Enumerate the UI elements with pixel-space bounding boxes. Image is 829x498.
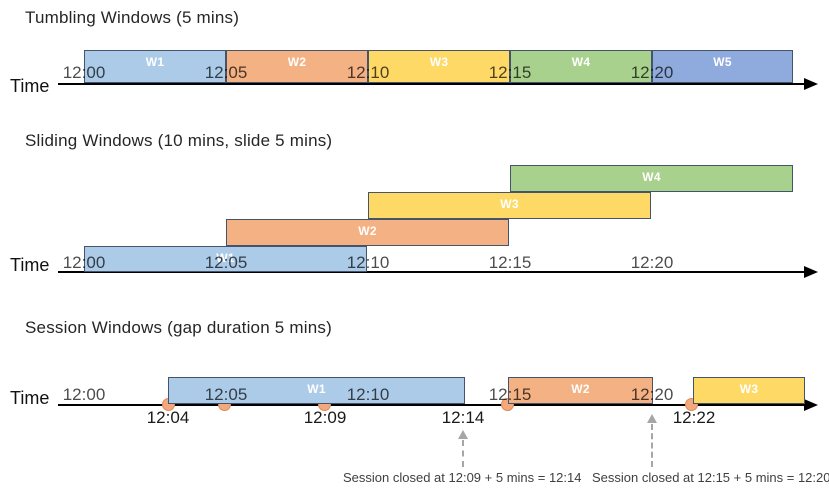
session-window-label-w2: W2 bbox=[571, 382, 590, 396]
session-session-close-note-2: Session closed at 12:15 + 5 mins = 12:20 bbox=[592, 470, 829, 485]
session-session-close-arrow-icon-2 bbox=[647, 414, 657, 423]
session-event-label-1209: 12:09 bbox=[303, 408, 347, 427]
tumbling-tick-1210: 12:10 bbox=[346, 63, 390, 82]
session-tick-1215: 12:15 bbox=[488, 385, 532, 404]
tumbling-window-label-w1: W1 bbox=[145, 55, 165, 69]
session-tick-1220: 12:20 bbox=[630, 385, 674, 404]
sliding-window-label-w2: W2 bbox=[358, 224, 377, 238]
tumbling-section-title: Tumbling Windows (5 mins) bbox=[25, 8, 240, 27]
session-window-w3: W3 bbox=[693, 377, 805, 404]
session-session-close-note-1: Session closed at 12:09 + 5 mins = 12:14 bbox=[343, 470, 582, 485]
tumbling-tick-1205: 12:05 bbox=[204, 63, 248, 82]
session-time-axis-line bbox=[58, 404, 808, 406]
session-window-label-w1: W1 bbox=[307, 382, 326, 396]
sliding-time-axis-line bbox=[58, 271, 808, 273]
session-section-title: Session Windows (gap duration 5 mins) bbox=[25, 318, 332, 337]
tumbling-time-axis-line bbox=[58, 83, 808, 85]
tumbling-window-w2: W2 bbox=[226, 50, 368, 83]
sliding-time-axis-arrowhead-icon bbox=[804, 266, 818, 278]
sliding-window-label-w4: W4 bbox=[642, 170, 661, 184]
session-session-close-arrow-icon-1 bbox=[458, 430, 468, 439]
session-tick-1200: 12:00 bbox=[62, 385, 106, 404]
sliding-tick-1220: 12:20 bbox=[630, 253, 674, 272]
tumbling-time-axis-label: Time bbox=[10, 76, 50, 96]
session-session-close-arrow-dash-1 bbox=[462, 440, 464, 467]
session-time-axis-arrowhead-icon bbox=[804, 399, 818, 411]
tumbling-tick-1220: 12:20 bbox=[630, 63, 674, 82]
tumbling-window-label-w3: W3 bbox=[429, 55, 449, 69]
tumbling-window-w5: W5 bbox=[652, 50, 793, 83]
session-window-label-w3: W3 bbox=[739, 382, 759, 396]
session-tick-1210: 12:10 bbox=[346, 385, 390, 404]
sliding-window-w4: W4 bbox=[510, 165, 793, 192]
tumbling-window-w4: W4 bbox=[510, 50, 652, 83]
session-window-w2: W2 bbox=[508, 377, 653, 404]
tumbling-tick-1215: 12:15 bbox=[488, 63, 532, 82]
sliding-tick-1210: 12:10 bbox=[346, 253, 390, 272]
sliding-window-label-w1: W1 bbox=[216, 251, 235, 265]
sliding-time-axis-label: Time bbox=[10, 255, 50, 275]
sliding-window-label-w3: W3 bbox=[500, 197, 519, 211]
tumbling-window-label-w2: W2 bbox=[287, 55, 307, 69]
session-time-axis-label: Time bbox=[10, 388, 50, 408]
sliding-section-title: Sliding Windows (10 mins, slide 5 mins) bbox=[25, 131, 333, 150]
session-session-close-arrow-dash-2 bbox=[651, 424, 653, 467]
sliding-tick-1215: 12:15 bbox=[488, 253, 532, 272]
tumbling-window-label-w5: W5 bbox=[713, 55, 732, 69]
sliding-window-w1: W1 bbox=[84, 246, 367, 272]
tumbling-tick-1200: 12:00 bbox=[62, 63, 106, 82]
session-tick-1205: 12:05 bbox=[204, 385, 248, 404]
sliding-window-w2: W2 bbox=[226, 219, 509, 246]
sliding-tick-1205: 12:05 bbox=[204, 253, 248, 272]
sliding-tick-1200: 12:00 bbox=[62, 253, 106, 272]
session-event-label-1204: 12:04 bbox=[146, 408, 190, 427]
tumbling-window-label-w4: W4 bbox=[571, 55, 591, 69]
session-event-label-1222: 12:22 bbox=[672, 408, 716, 427]
sliding-window-w3: W3 bbox=[368, 192, 651, 219]
tumbling-time-axis-arrowhead-icon bbox=[804, 78, 818, 90]
session-window-w1: W1 bbox=[168, 377, 465, 404]
tumbling-window-w3: W3 bbox=[368, 50, 510, 83]
session-event-label-1214: 12:14 bbox=[441, 408, 485, 427]
tumbling-window-w1: W1 bbox=[84, 50, 226, 83]
